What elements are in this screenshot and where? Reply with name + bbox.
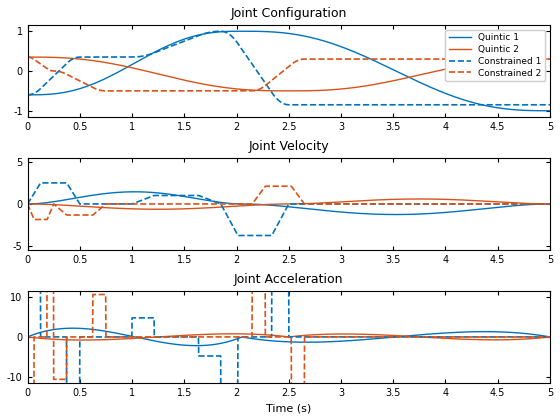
Constrained 1 xyxy=(436,102,443,107)
Constrained 1 xyxy=(531,102,538,107)
Title: Joint Acceleration: Joint Acceleration xyxy=(234,273,343,286)
Line: Constrained 1: Constrained 1 xyxy=(27,31,550,105)
Constrained 2 xyxy=(531,57,538,62)
Quintic 1 xyxy=(278,30,285,35)
Quintic 2 xyxy=(531,57,538,62)
Constrained 1 xyxy=(24,92,31,97)
Quintic 2 xyxy=(51,55,58,60)
Line: Quintic 2: Quintic 2 xyxy=(27,57,550,91)
Title: Joint Configuration: Joint Configuration xyxy=(231,7,347,20)
Quintic 1 xyxy=(436,88,442,93)
Quintic 1 xyxy=(547,108,553,113)
Line: Constrained 2: Constrained 2 xyxy=(27,57,550,91)
Quintic 1 xyxy=(51,91,58,96)
Legend: Quintic 1, Quintic 2, Constrained 1, Constrained 2: Quintic 1, Quintic 2, Constrained 1, Con… xyxy=(445,30,545,81)
Constrained 2 xyxy=(436,57,442,62)
Constrained 1 xyxy=(278,100,285,105)
Quintic 1 xyxy=(24,92,31,97)
Quintic 2 xyxy=(436,68,442,73)
Constrained 2 xyxy=(265,81,272,86)
Constrained 2 xyxy=(278,70,285,75)
Line: Quintic 1: Quintic 1 xyxy=(27,31,550,111)
Constrained 1 xyxy=(532,102,539,107)
Constrained 1 xyxy=(265,84,272,89)
Quintic 1 xyxy=(265,29,272,34)
Quintic 1 xyxy=(531,108,538,113)
Constrained 2 xyxy=(547,57,553,62)
Quintic 1 xyxy=(239,29,245,34)
Constrained 1 xyxy=(217,29,224,34)
Quintic 2 xyxy=(547,57,553,62)
X-axis label: Time (s): Time (s) xyxy=(266,403,311,413)
Quintic 2 xyxy=(286,88,292,93)
Quintic 2 xyxy=(278,88,285,93)
Constrained 1 xyxy=(51,73,58,78)
Constrained 1 xyxy=(286,102,292,107)
Quintic 2 xyxy=(24,55,31,60)
Constrained 2 xyxy=(531,57,538,62)
Constrained 2 xyxy=(51,68,58,74)
Quintic 1 xyxy=(531,108,538,113)
Quintic 2 xyxy=(531,57,538,62)
Quintic 2 xyxy=(264,88,271,93)
Constrained 2 xyxy=(102,88,109,93)
Title: Joint Velocity: Joint Velocity xyxy=(249,140,329,153)
Constrained 2 xyxy=(24,55,31,60)
Constrained 1 xyxy=(547,102,553,107)
